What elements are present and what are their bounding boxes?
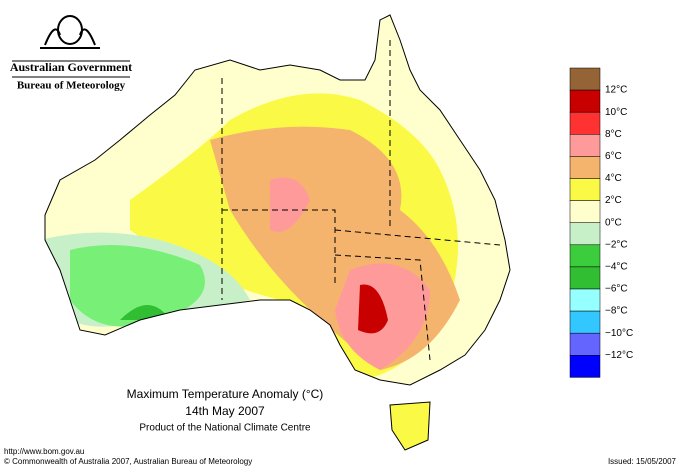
coat-of-arms bbox=[40, 15, 100, 49]
legend-swatch bbox=[569, 355, 601, 378]
legend-swatch bbox=[569, 89, 601, 113]
legend-swatch bbox=[569, 310, 601, 334]
legend-label: −10°C bbox=[605, 328, 633, 339]
map-product: Product of the National Climate Centre bbox=[139, 423, 311, 434]
legend-swatch bbox=[569, 288, 601, 312]
legend-label: −12°C bbox=[605, 350, 633, 361]
tasmania bbox=[389, 401, 431, 451]
copyright: © Commonwealth of Australia 2007, Austra… bbox=[4, 457, 252, 466]
legend-label: 12°C bbox=[605, 85, 627, 96]
legend-label: −6°C bbox=[605, 284, 628, 295]
state-borders bbox=[221, 40, 501, 361]
map-title: Maximum Temperature Anomaly (°C) bbox=[127, 387, 324, 401]
legend-swatch bbox=[569, 200, 601, 223]
legend-label: −8°C bbox=[605, 306, 628, 317]
legend-swatch bbox=[569, 244, 601, 268]
legend-swatch bbox=[569, 111, 601, 135]
legend-swatch bbox=[569, 332, 601, 356]
legend-label: 0°C bbox=[605, 217, 622, 228]
legend-label: 8°C bbox=[605, 129, 622, 140]
legend-label: −4°C bbox=[605, 262, 628, 273]
legend-swatch bbox=[569, 134, 601, 157]
legend-swatch bbox=[569, 222, 601, 246]
url: http://www.bom.gov.au bbox=[4, 447, 84, 456]
government-name: Australian Government bbox=[10, 60, 132, 74]
legend-label: 4°C bbox=[605, 173, 622, 184]
legend-swatch bbox=[569, 67, 601, 91]
map-date: 14th May 2007 bbox=[185, 404, 265, 418]
legend-swatch bbox=[569, 156, 601, 179]
legend-label: 10°C bbox=[605, 107, 627, 118]
coastline bbox=[44, 14, 511, 386]
issued: Issued: 15/05/2007 bbox=[608, 457, 677, 466]
legend-label: 2°C bbox=[605, 195, 622, 206]
legend-swatch bbox=[569, 266, 601, 290]
legend-label: −2°C bbox=[605, 239, 628, 250]
legend: 12°C 10°C 8°C 6°C 4°C 2°C 0°C −2°C −4°C −6°C −8°C −… bbox=[569, 67, 633, 378]
legend-swatch bbox=[569, 178, 601, 201]
agency-name: Bureau of Meteorology bbox=[17, 80, 126, 92]
legend-label: 6°C bbox=[605, 151, 622, 162]
